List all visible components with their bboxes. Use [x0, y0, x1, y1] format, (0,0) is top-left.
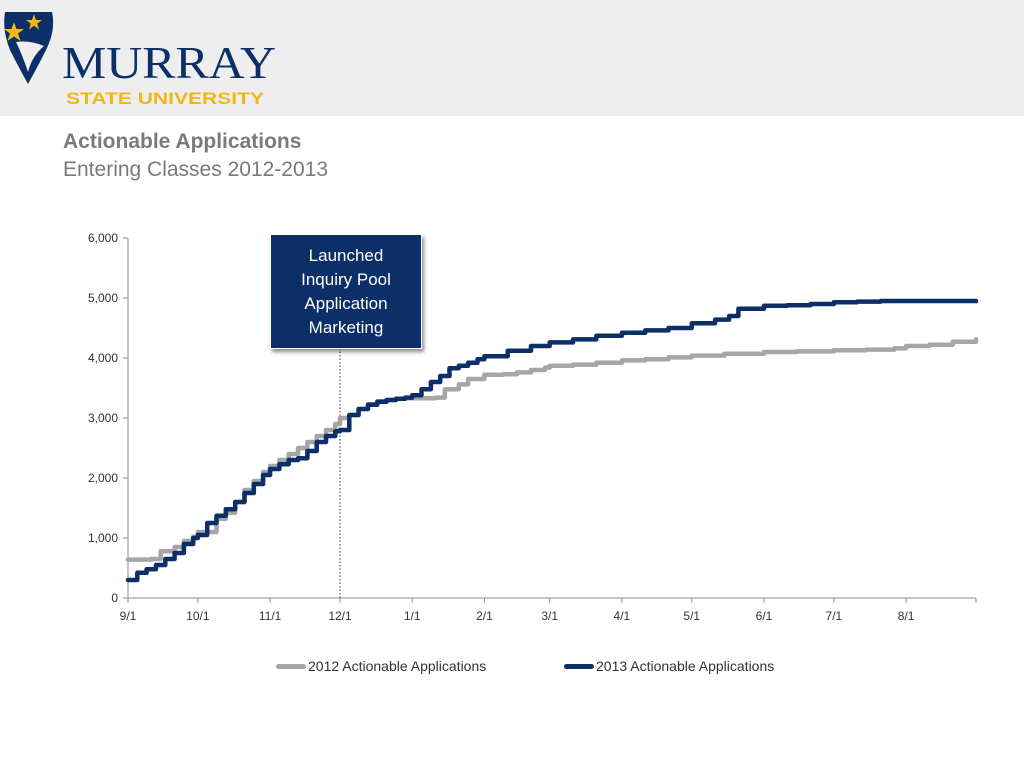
- x-tick-label: 2/1: [476, 609, 493, 623]
- x-tick-label: 3/1: [541, 609, 558, 623]
- x-tick-label: 5/1: [683, 609, 700, 623]
- legend-label-2012: 2012 Actionable Applications: [308, 658, 487, 674]
- legend-label-2013: 2013 Actionable Applications: [596, 658, 775, 674]
- y-tick-label: 6,000: [88, 231, 118, 245]
- y-tick-label: 3,000: [88, 411, 118, 425]
- legend-swatch-2012: [276, 663, 306, 669]
- x-tick-label: 8/1: [898, 609, 915, 623]
- x-tick-label: 9/1: [120, 609, 137, 623]
- header-bar: MURRAY STATE UNIVERSITY: [0, 0, 1024, 116]
- chart-legend: 2012 Actionable Applications 2013 Action…: [0, 658, 1024, 678]
- y-tick-label: 5,000: [88, 291, 118, 305]
- x-tick-label: 1/1: [404, 609, 421, 623]
- y-tick-label: 4,000: [88, 351, 118, 365]
- y-tick-label: 0: [111, 591, 118, 605]
- star-icon: [4, 22, 24, 41]
- page-title: Actionable Applications: [63, 130, 302, 153]
- x-tick-label: 7/1: [826, 609, 843, 623]
- x-tick-label: 4/1: [614, 609, 631, 623]
- title-block: Actionable Applications Entering Classes…: [63, 128, 328, 184]
- x-tick-label: 10/1: [186, 609, 210, 623]
- logo-wordmark: MURRAY: [62, 37, 276, 88]
- y-tick-label: 2,000: [88, 471, 118, 485]
- legend-item-2013: 2013 Actionable Applications: [564, 658, 774, 674]
- line-chart: 0 1,000 2,000 3,000 4,000 5,000 6,000 9/1 10/1 11…: [88, 231, 979, 623]
- y-tick-label: 1,000: [88, 531, 118, 545]
- annotation-callout: Launched Inquiry Pool Application Market…: [270, 234, 422, 349]
- star-icon: [26, 14, 42, 30]
- page-subtitle: Entering Classes 2012-2013: [63, 158, 329, 181]
- murray-state-logo: MURRAY STATE UNIVERSITY: [4, 12, 276, 108]
- logo-tagline: STATE UNIVERSITY: [66, 89, 265, 108]
- x-tick-label: 6/1: [756, 609, 773, 623]
- x-tick-label: 12/1: [328, 609, 352, 623]
- series-line-2013: [125, 298, 979, 583]
- legend-item-2012: 2012 Actionable Applications: [276, 658, 486, 674]
- x-tick-label: 11/1: [259, 609, 282, 623]
- series-line-2012: [125, 337, 979, 562]
- legend-swatch-2013: [564, 663, 594, 669]
